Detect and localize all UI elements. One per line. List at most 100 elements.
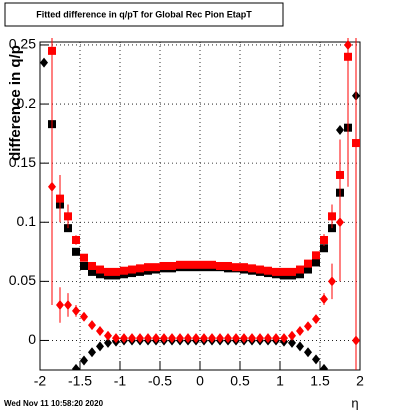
square-marker	[88, 267, 96, 276]
diamond-marker	[120, 333, 128, 344]
diamond-marker	[160, 333, 168, 344]
square-marker	[56, 194, 64, 203]
square-marker	[80, 261, 88, 270]
diamond-marker	[296, 341, 304, 352]
diamond-marker	[248, 333, 256, 344]
square-marker	[96, 265, 104, 274]
diamond-marker	[272, 333, 280, 344]
diamond-marker	[208, 333, 216, 344]
diamond-marker	[200, 333, 208, 344]
diamond-marker	[96, 341, 104, 352]
diamond-marker	[72, 363, 80, 370]
x-tick-label: -2	[34, 373, 47, 389]
diamond-marker	[216, 333, 224, 344]
diamond-marker	[192, 333, 200, 344]
diamond-marker	[48, 181, 56, 192]
square-marker	[208, 260, 216, 269]
square-marker	[264, 266, 272, 275]
square-marker	[280, 267, 288, 276]
footer-date: Wed Nov 11 10:58:20 2020	[4, 399, 104, 408]
square-marker	[304, 259, 312, 268]
diamond-marker	[80, 311, 88, 322]
square-marker	[256, 265, 264, 274]
diamond-marker	[72, 305, 80, 316]
y-tick-label: 0.2	[17, 95, 37, 111]
diamond-marker	[328, 276, 336, 287]
square-marker	[48, 46, 56, 55]
x-tick-label: 0	[196, 373, 204, 389]
square-marker	[168, 261, 176, 270]
x-tick-label: 2	[356, 373, 364, 389]
diamond-marker	[144, 333, 152, 344]
diamond-marker	[176, 333, 184, 344]
square-marker	[304, 265, 312, 274]
square-marker	[232, 263, 240, 272]
diamond-marker	[288, 330, 296, 341]
diamond-marker	[288, 337, 296, 348]
square-marker	[160, 261, 168, 270]
square-marker	[152, 263, 160, 272]
plot-frame	[39, 41, 361, 371]
diamond-marker	[256, 333, 264, 344]
square-marker	[272, 267, 280, 276]
square-marker	[320, 244, 328, 253]
diamond-marker	[240, 333, 248, 344]
square-marker	[192, 260, 200, 269]
square-marker	[72, 235, 80, 244]
square-marker	[88, 261, 96, 270]
square-marker	[176, 260, 184, 269]
square-marker	[104, 267, 112, 276]
y-axis-label: difference in q/p	[7, 45, 24, 161]
square-marker	[312, 251, 320, 260]
diamond-marker	[88, 347, 96, 358]
diamond-marker	[112, 333, 120, 344]
y-tick-label: 0.1	[17, 213, 37, 229]
diamond-marker	[312, 354, 320, 365]
square-marker	[296, 270, 304, 279]
diamond-marker	[304, 321, 312, 332]
square-marker	[312, 258, 320, 267]
diamond-marker	[136, 333, 144, 344]
x-tick-label: -1.5	[68, 373, 92, 389]
square-marker	[200, 260, 208, 269]
diamond-marker	[344, 39, 352, 50]
square-marker	[184, 260, 192, 269]
diamond-marker	[336, 217, 344, 228]
square-marker	[288, 267, 296, 276]
diamond-marker	[152, 333, 160, 344]
diamond-marker	[280, 333, 288, 344]
diamond-marker	[104, 337, 112, 348]
diamond-marker	[304, 347, 312, 358]
square-marker	[112, 267, 120, 276]
x-tick-label: -0.5	[148, 373, 172, 389]
square-marker	[248, 264, 256, 273]
diamond-marker	[184, 333, 192, 344]
diamond-marker	[320, 363, 328, 370]
diamond-marker	[56, 299, 64, 310]
square-marker	[96, 270, 104, 279]
square-marker	[72, 247, 80, 256]
y-tick-label: 0.05	[9, 272, 36, 288]
square-marker	[296, 265, 304, 274]
diamond-marker	[320, 294, 328, 305]
diamond-marker	[40, 57, 48, 68]
diamond-marker	[88, 320, 96, 331]
y-tick-label: 0.15	[9, 154, 36, 170]
diamond-marker	[224, 333, 232, 344]
diamond-marker	[352, 335, 360, 346]
diamond-marker	[232, 333, 240, 344]
diamond-marker	[64, 299, 72, 310]
square-marker	[328, 212, 336, 221]
diamond-marker	[128, 333, 136, 344]
square-marker	[64, 212, 72, 221]
x-tick-label: 1	[276, 373, 284, 389]
square-marker	[144, 263, 152, 272]
x-tick-label: 1.5	[310, 373, 330, 389]
diamond-marker	[264, 333, 272, 344]
y-tick-label: 0.25	[9, 36, 36, 52]
square-marker	[320, 235, 328, 244]
x-tick-label: -1	[114, 373, 127, 389]
diamond-marker	[104, 330, 112, 341]
title-box	[4, 2, 284, 27]
